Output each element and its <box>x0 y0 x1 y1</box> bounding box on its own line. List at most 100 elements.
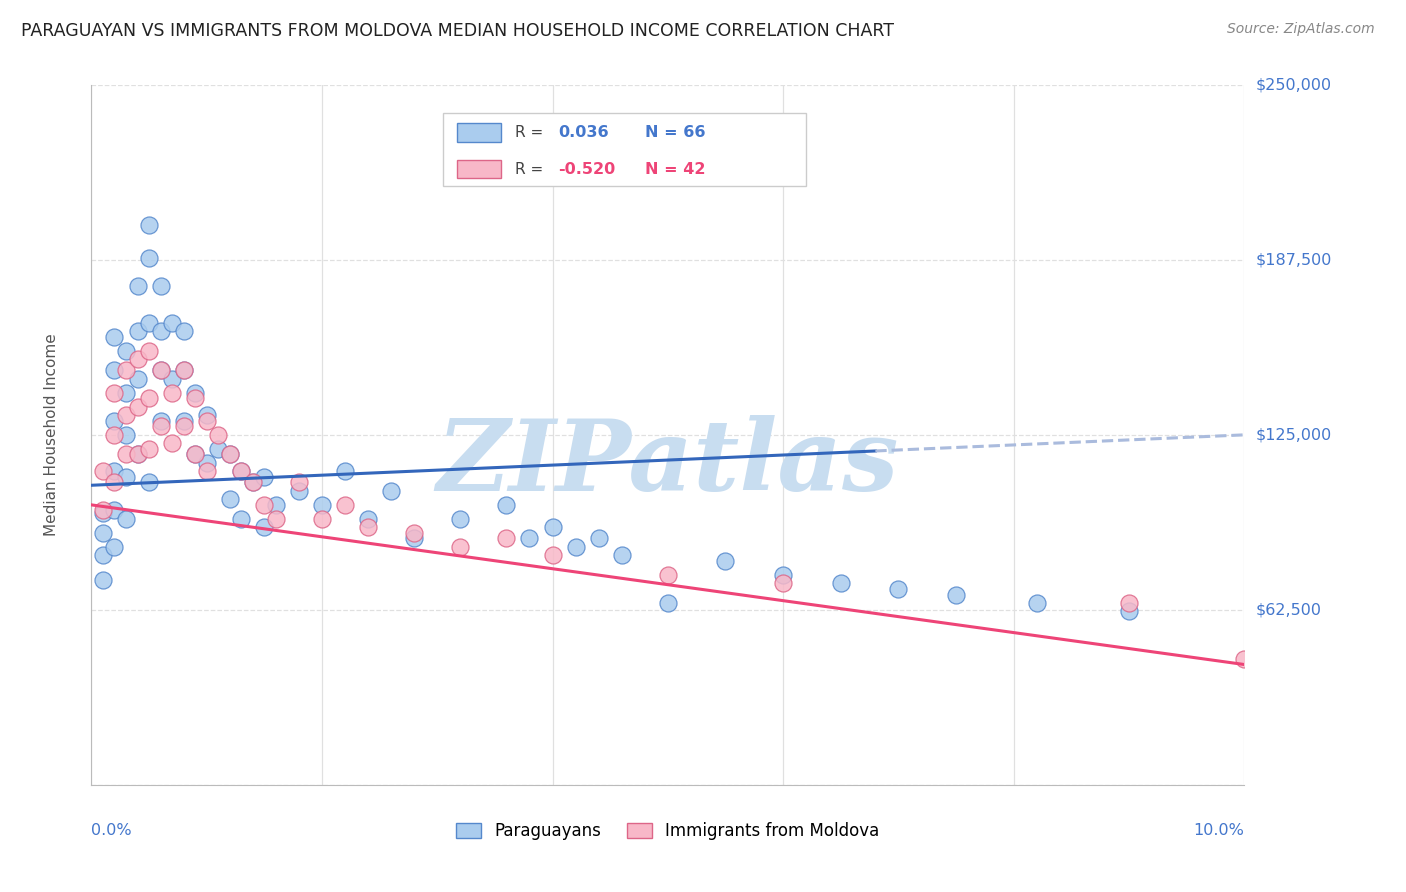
Point <box>160 372 183 386</box>
Point <box>115 428 138 442</box>
Point <box>115 385 138 400</box>
Point <box>1118 604 1140 618</box>
Point <box>772 568 794 582</box>
Point <box>218 447 240 461</box>
Point <box>127 352 149 367</box>
Point <box>1233 652 1256 666</box>
Point <box>184 447 207 461</box>
Point <box>115 409 138 423</box>
Point <box>184 447 207 461</box>
Point <box>288 475 311 490</box>
Point <box>103 428 125 442</box>
Point <box>160 436 183 450</box>
Point <box>311 512 333 526</box>
Text: 0.0%: 0.0% <box>91 823 132 838</box>
Point <box>127 324 149 338</box>
Point <box>127 372 149 386</box>
Text: $125,000: $125,000 <box>1256 427 1331 442</box>
Point <box>149 419 172 434</box>
Legend: Paraguayans, Immigrants from Moldova: Paraguayans, Immigrants from Moldova <box>450 815 886 847</box>
Text: Median Household Income: Median Household Income <box>44 334 59 536</box>
Point <box>149 279 172 293</box>
Point <box>657 568 679 582</box>
Point <box>231 512 253 526</box>
Point <box>195 464 218 478</box>
Point <box>103 414 125 428</box>
Point <box>173 324 195 338</box>
Point <box>184 385 207 400</box>
Point <box>253 520 276 534</box>
Text: R =: R = <box>515 125 547 140</box>
Point <box>357 512 380 526</box>
Point <box>588 532 610 546</box>
Point <box>127 279 149 293</box>
Point <box>91 506 114 520</box>
Point <box>264 498 287 512</box>
Point <box>138 392 160 406</box>
Point <box>311 498 333 512</box>
Point <box>404 532 426 546</box>
Point <box>264 512 287 526</box>
Text: PARAGUAYAN VS IMMIGRANTS FROM MOLDOVA MEDIAN HOUSEHOLD INCOME CORRELATION CHART: PARAGUAYAN VS IMMIGRANTS FROM MOLDOVA ME… <box>21 22 894 40</box>
Point <box>449 540 471 554</box>
Point <box>333 498 356 512</box>
Point <box>184 392 207 406</box>
Point <box>149 363 172 377</box>
Point <box>173 419 195 434</box>
Point <box>149 363 172 377</box>
Point <box>887 582 910 596</box>
Point <box>160 385 183 400</box>
Point <box>519 532 541 546</box>
Point <box>288 483 311 498</box>
Text: Source: ZipAtlas.com: Source: ZipAtlas.com <box>1227 22 1375 37</box>
Point <box>207 442 229 456</box>
Point <box>1025 596 1047 610</box>
Point <box>127 447 149 461</box>
Point <box>138 475 160 490</box>
FancyBboxPatch shape <box>443 112 806 186</box>
Point <box>564 540 586 554</box>
Point <box>195 409 218 423</box>
Point <box>91 574 114 588</box>
Point <box>91 525 114 540</box>
Point <box>714 554 737 568</box>
Text: R =: R = <box>515 161 547 177</box>
Point <box>541 549 564 563</box>
Text: $62,500: $62,500 <box>1256 602 1322 617</box>
Point <box>138 218 160 232</box>
Text: $250,000: $250,000 <box>1256 78 1331 92</box>
Point <box>231 464 253 478</box>
Text: N = 42: N = 42 <box>645 161 706 177</box>
Text: ZIPatlas: ZIPatlas <box>437 415 898 511</box>
Point <box>195 456 218 470</box>
Point <box>115 343 138 358</box>
Point <box>449 512 471 526</box>
Point <box>945 587 967 601</box>
Point <box>657 596 679 610</box>
Point <box>91 549 114 563</box>
Point <box>115 363 138 377</box>
Point <box>207 428 229 442</box>
Point <box>160 316 183 330</box>
Point <box>772 576 794 591</box>
Point <box>103 464 125 478</box>
Point <box>1118 596 1140 610</box>
Point <box>127 447 149 461</box>
Point <box>173 414 195 428</box>
FancyBboxPatch shape <box>457 123 501 142</box>
Point <box>495 532 517 546</box>
Text: 0.036: 0.036 <box>558 125 609 140</box>
Point <box>231 464 253 478</box>
Text: -0.520: -0.520 <box>558 161 616 177</box>
Point <box>149 324 172 338</box>
Point <box>115 512 138 526</box>
Point <box>91 503 114 517</box>
Point <box>115 470 138 484</box>
Point <box>103 363 125 377</box>
Point <box>173 363 195 377</box>
Point <box>610 549 633 563</box>
Text: $187,500: $187,500 <box>1256 252 1331 268</box>
Point <box>103 475 125 490</box>
Text: 10.0%: 10.0% <box>1194 823 1244 838</box>
Point <box>830 576 852 591</box>
